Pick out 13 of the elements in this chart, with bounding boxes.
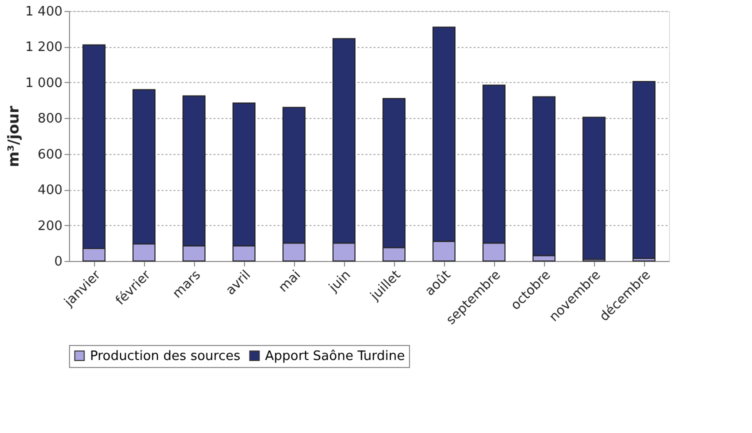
y-axis-title: m³/jour: [4, 105, 22, 168]
y-tick-label: 800: [38, 112, 62, 127]
bar: [632, 81, 656, 259]
y-tick-label: 1 400: [25, 4, 62, 20]
legend-label: Apport Saône Turdine: [265, 348, 405, 364]
y-tick-label: 1 000: [25, 76, 62, 91]
y-tick-label: 0: [54, 254, 62, 270]
y-tick-label: 1 200: [25, 40, 62, 56]
y-tick-label: 200: [38, 218, 62, 234]
y-tick-label: 600: [38, 147, 62, 162]
y-tick-label: 400: [38, 183, 62, 198]
legend-label: Production des sources: [90, 348, 241, 364]
bar: [582, 116, 606, 260]
